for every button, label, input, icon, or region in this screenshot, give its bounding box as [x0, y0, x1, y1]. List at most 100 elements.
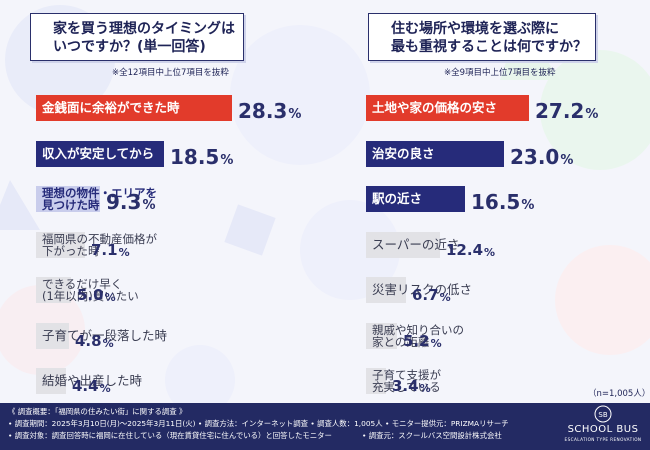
right-bar-label: 土地や家の価格の安さ	[372, 101, 497, 114]
left-bar-label-line: できるだけ早く	[42, 277, 123, 291]
right-bar: 子育て支援が 充実している	[366, 368, 441, 394]
right-bar-row: 親戚や知り合いの 家との距離 5.2%	[366, 322, 477, 349]
left-bar-label-line: (1年以内)買いたい	[42, 289, 139, 303]
right-value-number: 5.2	[403, 331, 430, 350]
left-bar-label-line: 見つけた時	[42, 198, 100, 212]
left-bar-label-line: 結婚や出産した時	[42, 373, 143, 388]
footer-title: 《 調査概要：「福岡県の住みたい街」に関する調査 》	[8, 407, 187, 416]
right-bar-label: 親戚や知り合いの 家との距離	[372, 324, 464, 348]
left-chart-title: 家を買う理想のタイミングは いつですか？(単一回答)	[30, 13, 244, 61]
left-value-number: 28.3	[238, 99, 288, 123]
left-bar-row: 収入が安定してから 18.5%	[36, 140, 244, 167]
right-bar-row: 土地や家の価格の安さ 27.2%	[366, 95, 609, 121]
left-bar: 収入が安定してから	[36, 140, 164, 167]
right-bar: 災害リスクの低さ	[366, 277, 472, 303]
left-bar-value: 7.1%	[91, 232, 130, 258]
left-bar: できるだけ早く (1年以内)買いたい	[36, 277, 139, 303]
logo-subtitle: ESCALATION TYPE RENOVATION	[564, 437, 642, 442]
right-value-number: 16.5	[471, 190, 521, 214]
right-bar-row: 子育て支援が 充実している 3.4%	[366, 368, 466, 394]
left-value-number: 4.8	[75, 331, 102, 350]
left-bar-row: 子育てが一段落した時 4.8%	[36, 322, 167, 349]
right-bar-label: 子育て支援が 充実している	[372, 369, 441, 393]
left-value-unit: %	[118, 245, 130, 259]
left-value-unit: %	[102, 336, 114, 350]
right-bar: スーパーの近さ	[366, 231, 459, 258]
left-value-unit: %	[220, 152, 234, 168]
right-value-number: 3.4	[392, 377, 419, 395]
right-bar-label-line: 治安の良さ	[372, 145, 435, 161]
right-value-unit: %	[521, 198, 535, 213]
right-value-unit: %	[439, 291, 451, 304]
left-title-line-2: いつですか？(単一回答)	[53, 39, 206, 55]
right-bar-value: 23.0%	[510, 141, 573, 167]
right-value-number: 27.2	[535, 99, 585, 123]
left-bar-value: 5.0%	[77, 277, 116, 304]
right-title-line-1: 住む場所や環境を選ぶ際に	[391, 21, 559, 37]
footer-target: • 調査対象：調査回答時に福岡に在住している（現在賃貸住宅に住んでいる）と回答し…	[8, 431, 332, 440]
left-bar-value: 18.5%	[170, 141, 233, 167]
right-chart-title: 住む場所や環境を選ぶ際に 最も重視することは何ですか？	[368, 13, 596, 61]
left-value-number: 4.4	[72, 377, 99, 395]
right-title-line-2: 最も重視することは何ですか？	[391, 39, 587, 55]
left-bar-label-line: 理想の物件・エリアを	[42, 186, 157, 200]
right-bar-label-line: 家との距離	[372, 334, 430, 349]
right-bar-value: 5.2%	[403, 323, 442, 349]
right-bar: 土地や家の価格の安さ	[366, 95, 529, 121]
right-bar-label-line: 親戚や知り合いの	[372, 322, 464, 337]
left-bar-value: 4.8%	[75, 323, 114, 349]
right-bar-label: 駅の近さ	[372, 192, 422, 205]
right-bar-value: 27.2%	[535, 95, 598, 121]
right-bar-value: 3.4%	[392, 368, 431, 395]
right-value-unit: %	[419, 382, 431, 395]
left-chart-note: ※全12項目中上位7項目を抜粋	[112, 68, 229, 78]
left-value-unit: %	[104, 291, 116, 304]
right-chart-note: ※全9項目中上位7項目を抜粋	[444, 68, 556, 78]
left-bar: 金銭面に余裕ができた時	[36, 95, 232, 121]
left-bar-label: 理想の物件・エリアを 見つけた時	[42, 187, 157, 211]
logo-mark: SB	[594, 405, 612, 423]
left-bar-row: できるだけ早く (1年以内)買いたい 5.0%	[36, 277, 151, 303]
right-bar-row: スーパーの近さ 12.4%	[366, 231, 520, 258]
left-value-unit: %	[99, 382, 111, 395]
logo-mark-text: SB	[598, 411, 607, 419]
right-bar-label: 治安の良さ	[372, 145, 435, 161]
survey-footer: 《 調査概要：「福岡県の住みたい街」に関する調査 》 • 調査期間：2025年3…	[0, 403, 650, 450]
right-bar-label: 災害リスクの低さ	[372, 282, 473, 297]
left-bar-label: 金銭面に余裕ができた時	[42, 100, 180, 115]
right-bar-value: 12.4%	[446, 232, 495, 258]
left-bar-label-line: 福岡県の不動産価格が	[42, 231, 157, 246]
left-bar-row: 結婚や出産した時 4.4%	[36, 368, 146, 394]
left-bar-label-line: 子育てが一段落した時	[42, 327, 168, 343]
right-value-unit: %	[585, 107, 599, 122]
right-bar-label-line: 災害リスクの低さ	[372, 282, 473, 297]
left-bar-row: 金銭面に余裕ができた時 28.3%	[36, 95, 312, 121]
right-bar: 治安の良さ	[366, 140, 504, 167]
footer-period: • 調査期間：2025年3月10日(月)〜2025年3月11日(火) • 調査方…	[8, 419, 509, 428]
left-bar-label: 結婚や出産した時	[42, 373, 143, 388]
left-bar: 子育てが一段落した時	[36, 322, 167, 349]
footer-source: • 調査元：スクールバス空間設計株式会社	[362, 431, 502, 440]
right-value-unit: %	[484, 245, 496, 259]
left-bar-label-line: 収入が安定してから	[42, 145, 155, 161]
right-bar-row: 治安の良さ 23.0%	[366, 140, 584, 167]
left-bar-row: 理想の物件・エリアを 見つけた時 9.3%	[36, 186, 180, 212]
respondent-count: （n=1,005人）	[588, 389, 650, 399]
left-bar-label-line: 金銭面に余裕ができた時	[42, 100, 180, 115]
right-value-number: 6.7	[412, 286, 439, 304]
left-value-number: 18.5	[170, 144, 220, 169]
left-bar-label: 収入が安定してから	[42, 145, 155, 161]
left-bar-value: 9.3%	[106, 186, 155, 212]
right-value-unit: %	[560, 152, 574, 168]
right-bar-label-line: 子育て支援が	[372, 368, 441, 382]
left-bar: 結婚や出産した時	[36, 368, 142, 394]
right-bar-value: 6.7%	[412, 277, 451, 304]
left-bar: 理想の物件・エリアを 見つけた時	[36, 186, 157, 212]
left-bar-label: 子育てが一段落した時	[42, 327, 168, 343]
left-bar: 福岡県の不動産価格が 下がった時	[36, 231, 157, 258]
left-title-line-1: 家を買う理想のタイミングは	[53, 21, 235, 37]
left-bar-row: 福岡県の不動産価格が 下がった時 7.1%	[36, 231, 165, 258]
left-value-number: 5.0	[77, 286, 104, 304]
logo-name: SCHOOL BUS	[567, 424, 639, 435]
right-bar-label: スーパーの近さ	[372, 238, 459, 251]
